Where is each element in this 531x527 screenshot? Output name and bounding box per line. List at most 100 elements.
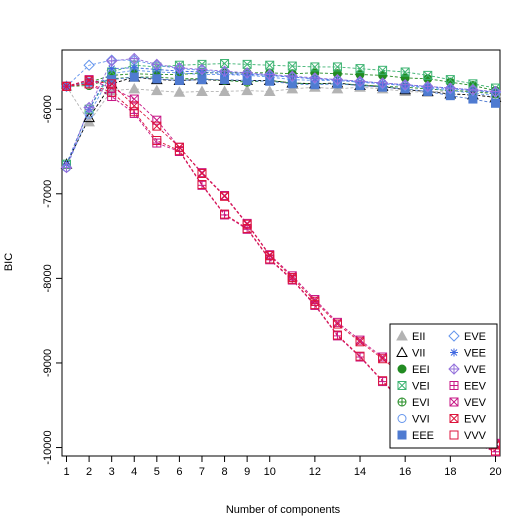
data-point-eii <box>241 84 253 96</box>
data-point-vve <box>467 84 479 96</box>
data-point-vvv <box>378 376 388 386</box>
data-point-eve <box>83 59 95 71</box>
data-point-vve <box>83 101 95 114</box>
data-point-eev <box>152 138 162 148</box>
data-point-vvv <box>129 107 139 117</box>
data-point-vve <box>264 68 276 81</box>
legend-marker-vee <box>450 348 458 357</box>
data-point-vvv <box>355 351 365 361</box>
data-point-vve <box>286 70 298 82</box>
legend-marker-eve <box>448 330 460 342</box>
legend-marker-vei <box>397 381 407 390</box>
data-point-eee <box>197 75 207 85</box>
data-point-vve <box>444 82 457 94</box>
legend-marker-eev <box>449 381 459 390</box>
x-tick-label: 2 <box>86 466 92 478</box>
legend-marker-eii <box>396 329 408 341</box>
data-point-evv <box>378 354 388 364</box>
data-point-eee <box>152 74 162 84</box>
legend-label-vii: VII <box>412 348 425 360</box>
series-markers <box>60 52 502 457</box>
y-axis: -10000 -9000 -8000 -7000 -6000 <box>42 95 62 465</box>
data-point-vei <box>423 70 433 80</box>
data-point-eii <box>331 82 344 94</box>
data-point-evv <box>355 337 365 347</box>
x-tick-label: 6 <box>176 466 182 478</box>
legend-label-vev: VEV <box>464 397 487 409</box>
data-point-vvv <box>174 146 184 156</box>
data-point-vve <box>331 73 344 86</box>
legend-label-vee: VEE <box>464 348 486 360</box>
data-point-vvv <box>197 179 207 189</box>
data-point-vvv <box>332 330 342 340</box>
y-tick-label: -8000 <box>42 264 54 292</box>
series-line-eii <box>66 86 496 123</box>
data-point-vvv <box>287 274 297 284</box>
data-point-vve <box>399 78 411 91</box>
data-point-evv <box>129 101 139 111</box>
data-point-eve <box>399 79 411 92</box>
x-tick-label: 14 <box>354 466 366 478</box>
data-point-vve <box>354 75 366 88</box>
data-point-vei <box>400 67 410 77</box>
data-point-eii <box>128 82 141 94</box>
x-tick-label: 7 <box>199 466 205 478</box>
data-point-vve <box>241 67 253 79</box>
data-point-vvv <box>220 209 230 219</box>
data-point-eii <box>196 85 208 96</box>
data-point-vve <box>105 55 118 67</box>
x-tick-label: 3 <box>109 466 115 478</box>
data-point-eve <box>241 67 253 80</box>
legend-label-eii: EII <box>412 331 425 343</box>
data-point-vvv <box>107 87 117 97</box>
data-point-eee <box>129 72 139 82</box>
data-point-vve <box>151 58 163 71</box>
data-point-eve <box>60 80 73 93</box>
data-point-vve <box>173 62 186 74</box>
data-point-vei <box>355 64 365 74</box>
data-point-vve <box>128 52 140 65</box>
x-tick-label: 20 <box>489 466 501 478</box>
x-tick-label: 5 <box>154 466 160 478</box>
data-point-eii <box>150 84 163 96</box>
data-point-vve <box>422 80 434 93</box>
data-point-vee <box>107 64 116 73</box>
data-point-eve <box>376 78 389 90</box>
data-point-vve <box>60 161 73 174</box>
data-point-evv <box>152 121 162 131</box>
data-point-vvv <box>84 79 94 89</box>
data-point-eee <box>490 98 500 108</box>
legend-label-eei: EEI <box>412 364 430 376</box>
data-point-vei <box>287 61 297 71</box>
data-point-evv <box>332 319 342 329</box>
data-point-vve <box>376 77 389 89</box>
series-line-eev <box>66 83 496 453</box>
x-tick-label: 4 <box>131 466 137 478</box>
data-point-vei <box>378 65 388 75</box>
y-tick-label: -6000 <box>42 95 54 123</box>
legend-label-vve: VVE <box>464 364 486 376</box>
legend-marker-vev <box>449 397 459 407</box>
y-tick-label: -10000 <box>42 430 54 464</box>
plot-area <box>61 49 501 457</box>
legend-label-eee: EEE <box>412 430 434 442</box>
data-point-eii <box>218 85 231 96</box>
legend-label-vvi: VVI <box>412 414 430 426</box>
data-point-eve <box>286 71 298 83</box>
legend-marker-vve <box>448 363 460 375</box>
data-point-vee <box>130 63 139 72</box>
x-tick-label: 9 <box>244 466 250 478</box>
legend-label-vei: VEI <box>412 381 430 393</box>
data-point-eve <box>489 86 502 98</box>
data-point-vei <box>332 62 342 72</box>
y-axis-label: BIC <box>3 253 15 271</box>
data-point-eve <box>309 73 321 85</box>
plot-frame <box>61 49 501 457</box>
legend-box <box>389 323 498 449</box>
x-tick-label: 16 <box>399 466 411 478</box>
legend-marker-vvv <box>449 430 459 440</box>
data-point-vvv <box>152 136 162 146</box>
legend: EII VII EEI VEI EVI VVI EEE EVE VEE VVE EEV VEV EVV V… <box>389 323 498 449</box>
data-point-vei <box>265 60 275 70</box>
